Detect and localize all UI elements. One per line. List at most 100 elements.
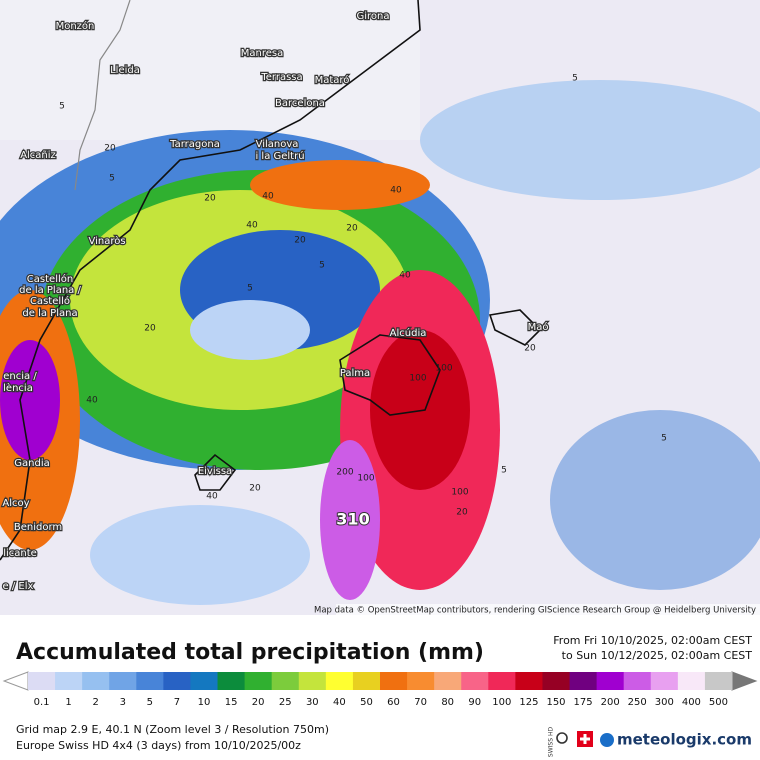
- place-label: licante: [3, 548, 37, 559]
- colorbar-label: 80: [441, 697, 454, 708]
- coastline: [488, 309, 542, 346]
- place-label: Gandia: [14, 458, 49, 469]
- colorbar-label: 3: [120, 697, 126, 708]
- colorbar-label: 1: [65, 697, 71, 708]
- contour-label: 20: [346, 224, 358, 234]
- colorbar-label: 50: [360, 697, 373, 708]
- footer-line: Europe Swiss HD 4x4 (3 days) from 10/10/…: [16, 739, 301, 752]
- colorbar-cell: [298, 672, 327, 690]
- colorbar-cell: [82, 672, 110, 690]
- colorbar-label: 5: [147, 697, 153, 708]
- place-label: Alcañiz: [20, 150, 56, 161]
- place-label: Vinaròs: [88, 235, 125, 247]
- colorbar-label: 15: [225, 697, 238, 708]
- colorbar-label: 175: [574, 697, 593, 708]
- colorbar-label: 200: [601, 697, 620, 708]
- contour-label: 20: [104, 144, 116, 154]
- colorbar-label: 400: [682, 697, 701, 708]
- colorbar-cell: [352, 672, 381, 690]
- colorbar-cell: [596, 672, 625, 690]
- place-label: Tarragona: [169, 139, 220, 150]
- place-label: Vilanova: [256, 139, 299, 150]
- place-label: de la Plana /: [19, 285, 81, 296]
- colorbar: 0.1 1 2 3 5 7 10 15 20 25 30 40 50 60 70 80 90 100 125 150 1…: [2, 671, 758, 708]
- attribution-bg: [336, 604, 760, 615]
- coastline: [194, 453, 237, 491]
- precip-area: [0, 340, 60, 460]
- colorbar-cell: [28, 672, 56, 690]
- colorbar-label: 60: [387, 697, 400, 708]
- place-label: de la Plana: [22, 308, 77, 319]
- contour-label: 100: [357, 474, 374, 484]
- contour-label: 40: [86, 396, 98, 406]
- brand: meteologix.com: [617, 731, 752, 749]
- colorbar-label: 30: [306, 697, 319, 708]
- colorbar-cell: [623, 672, 652, 690]
- contour-labels: 5 5 5 20 20 40 40 20 5 40 20 5 100 100 40 20 40 200 100 100…: [59, 74, 667, 518]
- colorbar-label: 500: [709, 697, 728, 708]
- colorbar-cell: [488, 672, 516, 690]
- colorbar-cell: [569, 672, 598, 690]
- colorbar-label: 90: [468, 697, 481, 708]
- colorbar-cell: [109, 672, 137, 690]
- colorbar-cell: [542, 672, 571, 690]
- place-label: Benidorm: [14, 522, 62, 533]
- colorbar-cell: [217, 672, 246, 690]
- colorbar-label: 2: [93, 697, 99, 708]
- contour-label: 5: [319, 261, 325, 271]
- precip-area: [90, 505, 310, 605]
- contour-label: 40: [399, 271, 411, 281]
- contour-label: 5: [109, 174, 115, 184]
- search-icon: [556, 732, 568, 744]
- badge: SWISS HD: [548, 727, 555, 758]
- contour-label: 20: [204, 194, 216, 204]
- place-label: e / Elx: [3, 581, 34, 592]
- place-label: Maó: [528, 321, 549, 333]
- date-from: From Fri 10/10/2025, 02:00am CEST: [553, 634, 752, 647]
- place-label: Palma: [340, 368, 370, 379]
- place-label: Monzón: [56, 20, 95, 32]
- colorbar-label: 25: [279, 697, 292, 708]
- colorbar-cell: [677, 672, 706, 690]
- precip-area: [190, 300, 310, 360]
- colorbar-label: 300: [655, 697, 674, 708]
- colorbar-cell: [380, 672, 408, 690]
- place-label: lència: [3, 382, 33, 394]
- contour-label: 40: [206, 492, 218, 502]
- contour-label: 5: [59, 102, 65, 112]
- coastline: [0, 0, 421, 561]
- colorbar-label: 150: [546, 697, 565, 708]
- place-label: Terrassa: [260, 72, 302, 83]
- contour-label: 200: [336, 468, 353, 478]
- colorbar-cell: [650, 672, 679, 690]
- colorbar-label: 7: [174, 697, 180, 708]
- precip-area: [420, 80, 760, 200]
- contour-label: 20: [524, 344, 536, 354]
- colorbar-label: 125: [519, 697, 538, 708]
- colorbar-cell: [163, 672, 191, 690]
- colorbar-cell: [515, 672, 543, 690]
- colorbar-label: 100: [492, 697, 511, 708]
- legend-title: Accumulated total precipitation (mm): [16, 640, 484, 665]
- precip-area: [550, 410, 760, 590]
- contour-label: 5: [501, 466, 507, 476]
- contour-label: 40: [390, 186, 402, 196]
- contour-label: 40: [246, 221, 258, 231]
- colorbar-cell: [461, 672, 489, 690]
- place-label: Mataró: [315, 74, 350, 86]
- colorbar-label: 40: [333, 697, 346, 708]
- colorbar-cell: [244, 672, 273, 690]
- place-label: Manresa: [241, 48, 283, 59]
- place-label: Girona: [356, 11, 389, 22]
- contour-label: 20: [144, 324, 156, 334]
- contour-label: 100: [409, 374, 426, 384]
- place-label: Eivissa: [198, 466, 232, 477]
- place-label: Castelló: [30, 295, 70, 307]
- colorbar-cell: [434, 672, 462, 690]
- land: [0, 0, 420, 140]
- place-label: Alcúdia: [390, 327, 427, 339]
- place-label: Alcoy: [2, 498, 29, 509]
- colorbar-label: 250: [628, 697, 647, 708]
- colorbar-label: 10: [198, 697, 211, 708]
